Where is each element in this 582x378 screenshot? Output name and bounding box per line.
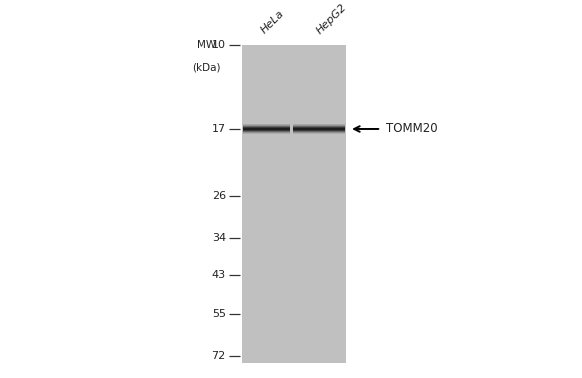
Text: 72: 72 xyxy=(212,352,226,361)
Text: 26: 26 xyxy=(212,191,226,201)
Text: 43: 43 xyxy=(212,270,226,280)
Text: TOMM20: TOMM20 xyxy=(386,122,438,135)
Text: 55: 55 xyxy=(212,309,226,319)
Text: HeLa: HeLa xyxy=(260,9,286,36)
Text: (kDa): (kDa) xyxy=(193,62,221,72)
Text: MW: MW xyxy=(197,40,216,50)
Text: 17: 17 xyxy=(212,124,226,134)
Text: HepG2: HepG2 xyxy=(314,2,348,36)
Bar xyxy=(242,45,346,363)
Text: 10: 10 xyxy=(212,40,226,50)
Text: 34: 34 xyxy=(212,233,226,243)
